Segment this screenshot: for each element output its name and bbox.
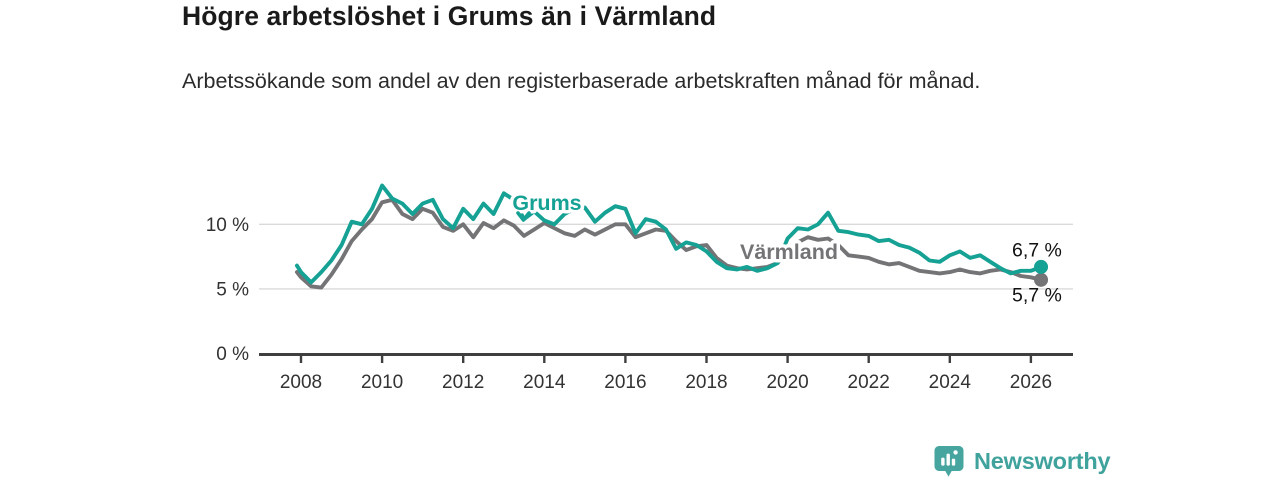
x-tick-label: 2008 [280,372,322,393]
grums-series-label: Grums [512,191,581,215]
bar-chart-speech-bubble-icon [934,446,964,477]
newsworthy-wordmark: Newsworthy [974,448,1111,474]
y-tick-label: 10 % [206,215,249,236]
x-tick-label: 2010 [361,372,403,393]
grums-end-dot [1034,259,1049,274]
x-tick-label: 2022 [848,372,890,393]
grums-pointer-chevron-icon [516,211,531,222]
x-tick-label: 2018 [685,372,727,393]
y-tick-label: 5 % [216,279,249,300]
y-tick-label: 0 % [216,344,249,365]
chart-subtitle: Arbetssökande som andel av den registerb… [182,69,981,93]
grums-value-label: 6,7 % [1012,239,1062,261]
vrmland-series-label: Värmland [740,240,838,264]
x-tick-label: 2024 [929,372,972,393]
grums-line [294,183,1043,285]
y-axis-labels: 0 % 5 % 10 % [206,215,249,365]
x-tick-label: 2012 [442,372,484,393]
vrmland-end-dot [1034,272,1049,287]
newsworthy-logo[interactable]: Newsworthy [934,445,1111,478]
x-tick-label: 2020 [766,372,808,393]
gridlines [259,223,1073,290]
vrmland-line [294,197,1043,290]
page-title: Högre arbetslöshet i Grums än i Värmland [182,1,717,31]
x-tick-label: 2016 [604,372,646,393]
x-tick-label: 2014 [523,372,566,393]
vrmland-value-label: 5,7 % [1012,284,1062,306]
x-axis: 2008 2010 2012 2014 2016 2018 2020 2022 2024 2026 [259,353,1073,393]
x-tick-label: 2026 [1010,372,1052,393]
